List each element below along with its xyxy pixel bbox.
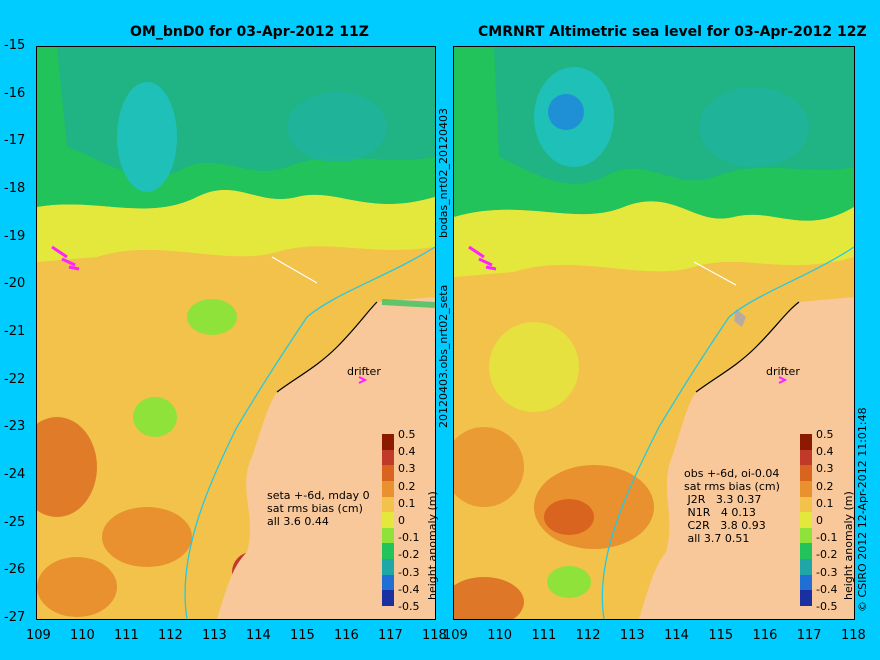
run-label-top: bodas_nrt02_20120403 [437,108,450,238]
colorbar-swatch [800,496,812,513]
right-colorbar-title: height anomaly (m) [842,491,855,600]
lon-tick-label: 111 [531,628,557,643]
lat-tick-label: -20 [4,276,26,292]
colorbar-swatch [382,574,394,591]
colorbar-tick-label: 0.1 [816,496,834,510]
copyright-label: © CSIRO 2012 12-Apr-2012 11:01:48 [856,407,869,612]
left-drifter-label: drifter [347,365,381,378]
lon-tick-label: 118 [422,628,447,643]
lat-tick-label: -19 [4,228,26,244]
left-map-title: OM_bnD0 for 03-Apr-2012 11Z [130,24,369,40]
colorbar-tick-label: 0.4 [816,445,834,459]
colorbar-tick-label: 0.3 [398,462,416,476]
lon-tick-label: 111 [114,628,139,643]
lat-tick-label: -26 [4,562,26,578]
colorbar-swatch [382,434,394,450]
lon-tick-label: 117 [796,628,822,643]
colorbar-swatch [382,480,394,497]
colorbar-swatch [800,465,812,481]
left-stats-text: seta +-6d, mday 0 sat rms bias (cm) all … [267,489,370,528]
right-stats-text: obs +-6d, oi-0.04 sat rms bias (cm) J2R … [684,467,780,545]
colorbar-swatch [382,543,394,560]
lon-tick-label: 110 [70,628,95,643]
lon-tick-label: 114 [664,628,689,643]
colorbar-tick-label: -0.4 [398,582,420,596]
lat-tick-label: -17 [4,133,26,149]
colorbar-swatch [800,434,812,450]
lat-tick-label: -24 [4,467,26,482]
right-map-panel: drifter obs +-6d, oi-0.04 sat rms bias (… [453,46,855,620]
lat-tick-label: -25 [4,514,26,530]
lon-tick-label: 109 [443,628,468,643]
right-map-field [454,47,854,619]
run-label-bottom: 20120403.obs_nrt02_seta [437,284,450,428]
lon-tick-label: 116 [752,628,778,643]
colorbar-tick-label: -0.4 [816,582,838,596]
colorbar-tick-label: -0.2 [816,548,838,562]
lon-tick-label: 113 [619,628,645,643]
lon-tick-label: 118 [841,628,866,643]
lon-tick-label: 114 [246,628,271,643]
colorbar-tick-label: 0.2 [398,479,416,493]
colorbar-tick-label: 0.5 [398,428,416,441]
right-drifter-label: drifter [766,365,800,378]
colorbar-swatch [800,559,812,575]
colorbar-swatch [800,512,812,528]
lat-tick-label: -15 [4,38,26,53]
lat-tick-label: -23 [4,419,26,435]
colorbar-tick-label: 0.5 [816,428,834,441]
left-colorbar [382,434,394,606]
colorbar-swatch [800,590,812,606]
colorbar-tick-label: 0.3 [816,462,834,476]
colorbar-tick-label: -0.3 [398,565,420,579]
colorbar-swatch [382,512,394,528]
colorbar-tick-label: -0.2 [398,548,420,562]
lon-tick-label: 117 [378,628,403,643]
colorbar-swatch [382,559,394,575]
lon-tick-label: 115 [290,628,315,643]
colorbar-tick-label: 0.4 [398,445,416,459]
right-map-title: CMRNRT Altimetric sea level for 03-Apr-2… [478,24,867,40]
lon-tick-label: 112 [158,628,183,643]
colorbar-tick-label: 0.1 [398,496,416,510]
lon-tick-label: 116 [334,628,359,643]
colorbar-tick-label: -0.5 [816,600,838,613]
colorbar-swatch [382,527,394,544]
right-colorbar [800,434,812,606]
colorbar-swatch [800,527,812,544]
colorbar-swatch [800,543,812,560]
colorbar-tick-label: -0.1 [398,531,420,545]
colorbar-swatch [382,590,394,606]
lat-tick-label: -22 [4,371,26,387]
left-map-field [37,47,435,619]
lat-tick-label: -21 [4,324,26,339]
colorbar-swatch [382,465,394,481]
lon-tick-label: 113 [202,628,227,643]
colorbar-tick-label: 0 [816,514,823,527]
colorbar-tick-label: 0.2 [816,479,834,493]
colorbar-tick-label: 0 [398,514,405,527]
colorbar-swatch [800,574,812,591]
lat-tick-label: -16 [4,85,26,101]
colorbar-swatch [800,480,812,497]
lon-tick-label: 112 [575,628,601,643]
colorbar-tick-label: -0.1 [816,531,838,545]
colorbar-swatch [382,496,394,513]
lat-tick-label: -27 [4,610,26,625]
colorbar-tick-label: -0.3 [816,565,838,579]
left-colorbar-title: height anomaly (m) [426,491,439,600]
left-map-panel: drifter seta +-6d, mday 0 sat rms bias (… [36,46,436,620]
colorbar-swatch [800,449,812,466]
colorbar-tick-label: -0.5 [398,600,420,613]
lon-tick-label: 115 [708,628,734,643]
colorbar-swatch [382,449,394,466]
lat-tick-label: -18 [4,181,26,196]
lon-tick-label: 110 [487,628,513,643]
lon-tick-label: 109 [26,628,51,643]
